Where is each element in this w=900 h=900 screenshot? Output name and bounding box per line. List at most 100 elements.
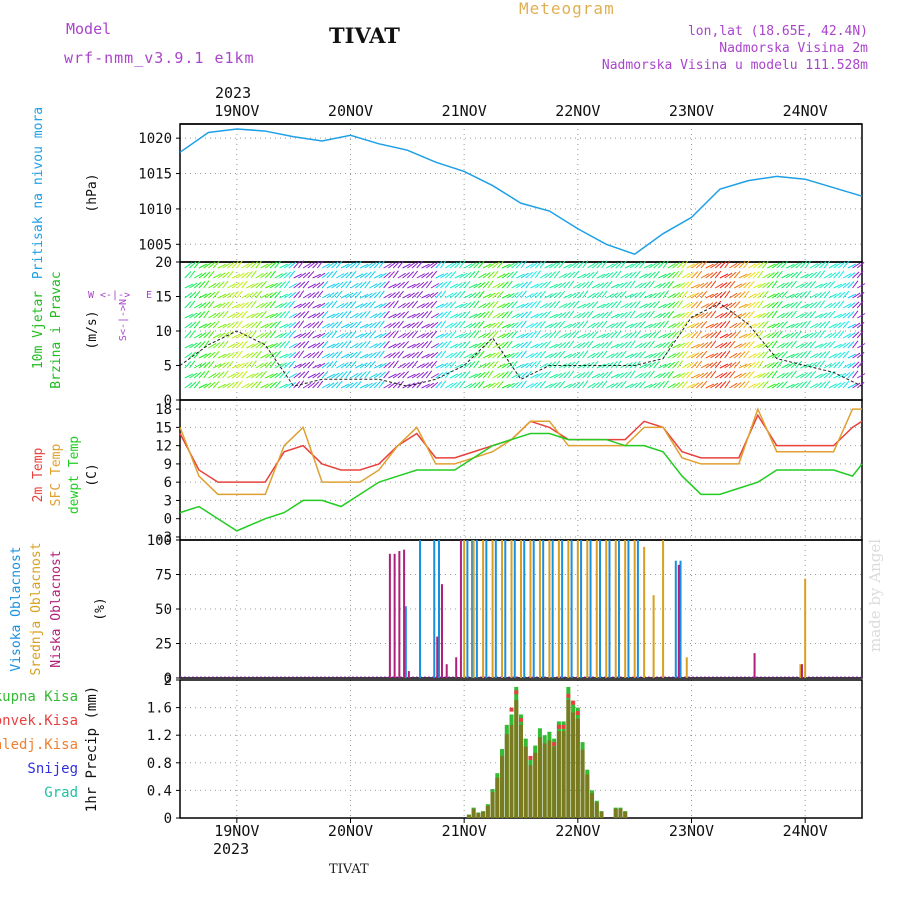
wind-barb bbox=[373, 333, 383, 339]
wind-barb bbox=[804, 380, 811, 389]
wind-barb bbox=[809, 340, 817, 349]
wind-barb bbox=[506, 271, 514, 279]
wind-barb bbox=[463, 323, 473, 329]
wind-barb bbox=[340, 263, 350, 269]
wind-barb bbox=[331, 261, 339, 269]
wind-barb bbox=[719, 291, 727, 299]
wind-barb bbox=[577, 291, 585, 299]
wind-barb bbox=[615, 351, 623, 359]
wind-barb bbox=[672, 343, 681, 349]
wind-barb bbox=[657, 291, 665, 299]
wind-barb bbox=[790, 352, 799, 359]
wind-barb bbox=[776, 282, 785, 289]
wind-barb bbox=[189, 351, 197, 359]
wind-barb bbox=[752, 262, 761, 269]
wind-barb bbox=[639, 363, 648, 369]
wind-barb bbox=[406, 361, 415, 369]
wind-barb bbox=[705, 371, 713, 379]
wind-barb bbox=[705, 323, 715, 329]
wind-barb bbox=[553, 300, 561, 309]
top-day-label: 19NOV bbox=[214, 102, 259, 120]
wind-barb bbox=[710, 301, 718, 309]
wind-barb bbox=[397, 290, 404, 299]
wind-barb bbox=[591, 300, 599, 309]
sfc-temp-line bbox=[179, 407, 862, 496]
wind-barb bbox=[184, 382, 193, 389]
wind-barb bbox=[241, 370, 248, 379]
wind-barb bbox=[440, 311, 448, 319]
wind-barb bbox=[302, 301, 311, 309]
wind-barb bbox=[515, 321, 523, 329]
wind-barb bbox=[586, 370, 594, 379]
wind-barb bbox=[482, 383, 492, 389]
wind-barb bbox=[534, 360, 541, 369]
wind-barb bbox=[710, 322, 719, 329]
wind-barb bbox=[331, 291, 339, 299]
wind-barb bbox=[842, 341, 851, 349]
wind-barb bbox=[762, 350, 769, 359]
wind-barb bbox=[767, 263, 776, 269]
temp-ylabel-dewpt: dewpt Temp bbox=[67, 436, 82, 514]
wind-barb bbox=[567, 310, 575, 319]
wind-barb bbox=[634, 330, 641, 339]
wind-barb bbox=[639, 372, 647, 379]
wind-barb bbox=[762, 290, 769, 299]
wind-barb bbox=[601, 341, 609, 349]
wind-barb bbox=[757, 270, 764, 279]
wind-barb bbox=[241, 263, 250, 269]
wind-barb bbox=[260, 362, 268, 369]
wind-barb bbox=[525, 323, 534, 329]
precip-mixed-bar bbox=[500, 755, 505, 818]
wind-barb bbox=[283, 352, 293, 359]
wind-barb bbox=[416, 281, 425, 289]
wind-barb bbox=[217, 281, 225, 289]
wind-barb bbox=[596, 333, 606, 339]
dewpt-temp-line bbox=[179, 432, 863, 532]
wind-barb bbox=[814, 283, 823, 289]
cloud-unit: (%) bbox=[93, 597, 108, 620]
wind-barb bbox=[762, 273, 771, 279]
wind-barb bbox=[459, 380, 466, 389]
wind-barb bbox=[345, 352, 354, 359]
wind-barb bbox=[373, 261, 381, 269]
wind-barb bbox=[317, 371, 325, 379]
wind-barb bbox=[407, 313, 416, 319]
wind-barb bbox=[733, 300, 741, 309]
wind-barb bbox=[648, 361, 656, 369]
precip-conv-mark bbox=[509, 707, 514, 712]
wind-barb bbox=[260, 310, 267, 319]
wind-barb bbox=[729, 310, 736, 319]
cloud-mid-bar bbox=[685, 657, 688, 678]
wind-barb bbox=[359, 311, 367, 319]
wind-barb bbox=[733, 313, 743, 319]
wind-barb bbox=[355, 273, 364, 279]
wind-barb bbox=[572, 291, 581, 299]
wind-barb bbox=[482, 272, 491, 279]
wind-barb bbox=[515, 372, 524, 379]
wind-barb bbox=[553, 342, 563, 349]
wind-barb bbox=[359, 263, 369, 269]
wind-barb bbox=[402, 323, 411, 329]
cloud-high-bar bbox=[437, 540, 440, 678]
footer-title: TIVAT bbox=[329, 862, 369, 877]
wind-barb bbox=[729, 301, 737, 309]
wind-barb bbox=[354, 372, 363, 379]
y-tick-label: 1010 bbox=[138, 202, 172, 218]
wind-barb bbox=[279, 383, 288, 389]
wind-barb bbox=[601, 311, 609, 319]
wind-barb bbox=[771, 322, 780, 329]
wind-barb bbox=[691, 352, 700, 359]
wind-barb bbox=[274, 350, 282, 359]
wind-barb bbox=[814, 322, 823, 329]
wind-barb bbox=[298, 272, 307, 279]
wind-barb bbox=[781, 372, 789, 379]
wind-barb bbox=[724, 371, 732, 379]
wind-barb bbox=[757, 321, 765, 329]
wind-barb bbox=[823, 350, 831, 359]
precip-mixed-bar bbox=[594, 802, 599, 818]
wind-barb bbox=[662, 332, 671, 339]
wind-barb bbox=[269, 270, 276, 279]
wind-barb bbox=[326, 262, 335, 269]
wind-barb bbox=[354, 260, 362, 269]
wind-barb bbox=[563, 281, 571, 289]
